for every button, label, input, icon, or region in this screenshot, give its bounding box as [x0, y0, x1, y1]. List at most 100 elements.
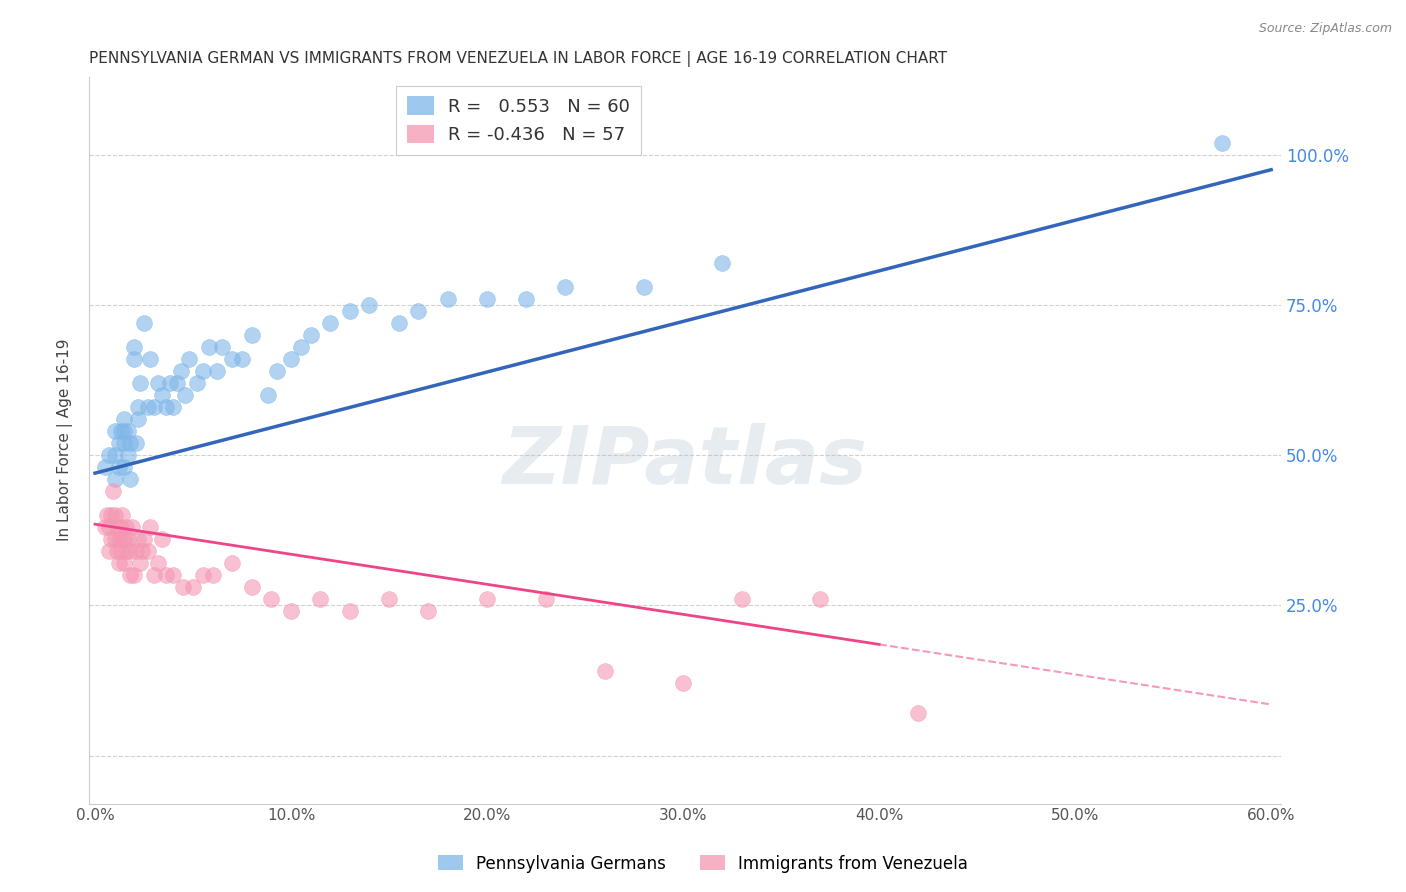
- Point: [159, 376, 181, 390]
- Point: [359, 298, 381, 312]
- Point: [186, 376, 208, 390]
- Point: [105, 520, 128, 534]
- Point: [280, 604, 302, 618]
- Point: [96, 508, 118, 523]
- Point: [162, 568, 184, 582]
- Point: [418, 604, 440, 618]
- Point: [115, 544, 138, 558]
- Point: [240, 580, 263, 594]
- Point: [120, 568, 142, 582]
- Point: [907, 706, 929, 721]
- Point: [125, 436, 148, 450]
- Point: [711, 256, 734, 270]
- Point: [129, 556, 152, 570]
- Point: [146, 376, 169, 390]
- Point: [107, 460, 129, 475]
- Point: [114, 412, 136, 426]
- Point: [266, 364, 288, 378]
- Point: [731, 592, 754, 607]
- Point: [162, 400, 184, 414]
- Point: [94, 520, 117, 534]
- Point: [515, 292, 537, 306]
- Point: [139, 520, 162, 534]
- Point: [117, 448, 139, 462]
- Point: [117, 424, 139, 438]
- Point: [146, 556, 169, 570]
- Point: [100, 508, 122, 523]
- Point: [136, 400, 159, 414]
- Point: [100, 533, 122, 547]
- Point: [155, 400, 177, 414]
- Point: [107, 436, 129, 450]
- Point: [115, 520, 138, 534]
- Point: [181, 580, 204, 594]
- Point: [104, 472, 127, 486]
- Point: [534, 592, 557, 607]
- Legend: Pennsylvania Germans, Immigrants from Venezuela: Pennsylvania Germans, Immigrants from Ve…: [432, 848, 974, 880]
- Point: [139, 351, 162, 366]
- Point: [122, 351, 145, 366]
- Point: [122, 340, 145, 354]
- Point: [150, 388, 173, 402]
- Point: [231, 351, 253, 366]
- Point: [475, 292, 498, 306]
- Point: [114, 556, 136, 570]
- Text: Source: ZipAtlas.com: Source: ZipAtlas.com: [1258, 22, 1392, 36]
- Point: [120, 472, 142, 486]
- Point: [107, 533, 129, 547]
- Point: [114, 424, 136, 438]
- Point: [104, 448, 127, 462]
- Point: [388, 316, 411, 330]
- Point: [97, 448, 120, 462]
- Point: [437, 292, 460, 306]
- Point: [201, 568, 224, 582]
- Point: [105, 544, 128, 558]
- Y-axis label: In Labor Force | Age 16-19: In Labor Force | Age 16-19: [58, 339, 73, 541]
- Point: [127, 533, 149, 547]
- Point: [299, 327, 322, 342]
- Point: [120, 436, 142, 450]
- Point: [114, 533, 136, 547]
- Point: [122, 568, 145, 582]
- Point: [475, 592, 498, 607]
- Point: [172, 580, 194, 594]
- Point: [104, 424, 127, 438]
- Point: [197, 340, 219, 354]
- Point: [131, 544, 153, 558]
- Point: [155, 568, 177, 582]
- Point: [554, 280, 576, 294]
- Point: [174, 388, 197, 402]
- Point: [104, 508, 127, 523]
- Point: [110, 520, 132, 534]
- Point: [110, 544, 132, 558]
- Point: [120, 544, 142, 558]
- Point: [101, 484, 124, 499]
- Text: ZIPatlas: ZIPatlas: [502, 423, 868, 501]
- Point: [136, 544, 159, 558]
- Point: [170, 364, 193, 378]
- Point: [633, 280, 655, 294]
- Point: [111, 508, 134, 523]
- Point: [129, 376, 152, 390]
- Point: [94, 460, 117, 475]
- Point: [211, 340, 233, 354]
- Point: [111, 533, 134, 547]
- Point: [110, 424, 132, 438]
- Legend: R =   0.553   N = 60, R = -0.436   N = 57: R = 0.553 N = 60, R = -0.436 N = 57: [395, 86, 641, 155]
- Point: [97, 544, 120, 558]
- Point: [121, 520, 143, 534]
- Point: [339, 604, 361, 618]
- Point: [191, 568, 214, 582]
- Point: [179, 351, 201, 366]
- Point: [593, 665, 616, 679]
- Point: [221, 351, 243, 366]
- Point: [132, 533, 155, 547]
- Point: [808, 592, 831, 607]
- Point: [142, 568, 165, 582]
- Point: [319, 316, 342, 330]
- Point: [191, 364, 214, 378]
- Point: [104, 533, 127, 547]
- Point: [127, 412, 149, 426]
- Point: [1211, 136, 1233, 150]
- Point: [117, 533, 139, 547]
